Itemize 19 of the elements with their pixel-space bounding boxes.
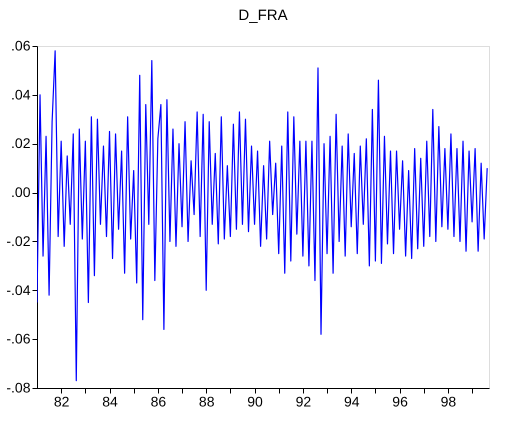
y-tick-label: .06 — [11, 38, 31, 54]
y-tick-label: .02 — [11, 135, 31, 152]
x-tick-label: 92 — [296, 394, 312, 410]
x-tick-label: 94 — [344, 394, 360, 410]
y-tick-label: -.02 — [6, 232, 31, 249]
y-tick-label: .04 — [11, 86, 31, 102]
chart-title: D_FRA — [238, 7, 288, 24]
y-tick-label: -.08 — [6, 380, 31, 396]
x-tick-label: 82 — [54, 394, 70, 410]
x-tick-label: 88 — [198, 394, 215, 410]
x-tick-label: 96 — [392, 394, 408, 410]
y-tick-label: -.04 — [6, 282, 31, 298]
x-tick-label: 84 — [102, 394, 118, 410]
y-tick-label: -.06 — [6, 330, 31, 347]
y-tick-label: .00 — [11, 184, 31, 200]
x-tick-label: 90 — [247, 394, 264, 410]
x-tick-label: 86 — [150, 394, 166, 410]
x-tick-label: 98 — [440, 394, 456, 410]
line-series — [37, 50, 488, 382]
